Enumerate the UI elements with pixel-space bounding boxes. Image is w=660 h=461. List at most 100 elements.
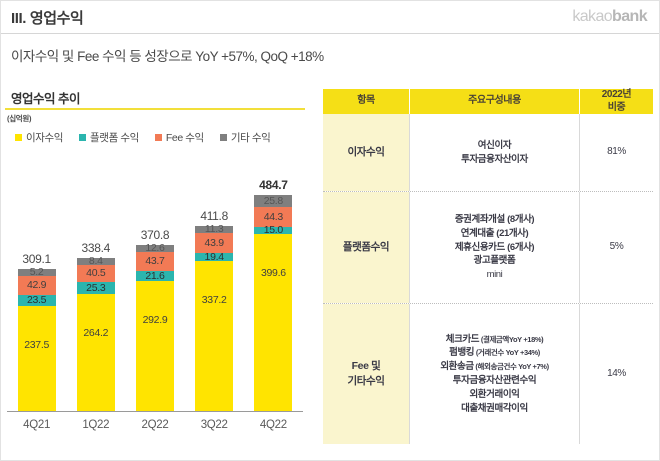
x-axis-tick-label: 4Q21	[23, 419, 51, 431]
legend-label: 이자수익	[26, 132, 64, 144]
bar-total-label: 370.8	[140, 227, 170, 242]
page-title: III. 영업수익	[11, 10, 84, 27]
legend-label: 기타 수익	[230, 132, 271, 144]
detail-line: 체크카드 (결제금액YoY +18%)	[440, 333, 548, 347]
bar-group: 309.1 5.2 42.9 23.5 237.5 338.4 8.4 40.5 25.3 264…	[7, 161, 303, 411]
x-axis-tick-label: 1Q22	[82, 419, 110, 431]
detail-main: 외환송금	[440, 361, 474, 373]
legend-item: 플랫폼 수익	[79, 130, 139, 145]
logo-text-kakao: kakao	[572, 8, 613, 25]
bar-segment: 21.6	[135, 271, 174, 281]
detail-line: 투자금융자산이자	[461, 153, 528, 165]
detail-line: 외환송금 (해외송금건수 YoY +7%)	[440, 360, 549, 374]
table-cell-category: 이자수익	[323, 114, 409, 191]
table-cell-category: 플랫폼수익	[323, 192, 409, 303]
detail-line: 외환거래이익	[440, 388, 548, 402]
kakaobank-logo: kakaobank	[572, 8, 647, 26]
detail-main: 외환거래이익	[469, 388, 520, 400]
detail-note: (거래건수 YoY +34%)	[474, 348, 540, 358]
chart-plot-area: 309.1 5.2 42.9 23.5 237.5 338.4 8.4 40.5 25.3 264…	[1, 154, 313, 439]
chart-unit-label: (십억원)	[7, 114, 32, 123]
bar-stack: 25.8 44.3 15.0 399.6	[254, 195, 293, 411]
legend-swatch-icon	[154, 134, 162, 141]
table-row: 이자수익 여신이자 투자금융자산이자 81%	[323, 114, 653, 192]
bar-segment: 25.3	[76, 282, 115, 294]
detail-line: 펌뱅킹 (거래건수 YoY +34%)	[440, 346, 548, 360]
detail-line: 여신이자	[477, 139, 512, 151]
detail-main: 체크카드	[445, 333, 480, 345]
bar-segment: 8.4	[76, 256, 115, 266]
table-header-item: 항목	[357, 95, 375, 107]
bar-segment: 40.5	[76, 264, 115, 283]
legend-swatch-icon	[79, 134, 87, 141]
bar-column: 309.1 5.2 42.9 23.5 237.5	[17, 252, 56, 411]
bar-segment: 237.5	[17, 305, 56, 411]
bar-segment: 42.9	[17, 276, 56, 296]
detail-line: 연계대출 (21개사)	[460, 227, 529, 239]
bar-segment-value: 399.6	[260, 266, 286, 279]
detail-line: 제휴신용카드 (6개사)	[454, 241, 535, 253]
legend-item: 기타 수익	[219, 130, 271, 145]
chart-panel: 영업수익 추이 (십억원) 이자수익 플랫폼 수익 Fee 수익 기타 수익 309.…	[1, 86, 313, 458]
bar-segment: 337.2	[195, 261, 234, 411]
legend-swatch-icon	[219, 134, 227, 141]
legend-item: Fee 수익	[154, 130, 204, 145]
detail-line: 대출채권매각이익	[440, 402, 548, 416]
x-axis-labels: 4Q21 1Q22 2Q22 3Q22 4Q22	[7, 415, 303, 435]
bar-segment-value: 237.5	[24, 338, 49, 351]
x-axis-tick-label: 4Q22	[259, 419, 287, 431]
bar-segment: 43.7	[135, 251, 174, 272]
bar-total-label: 411.8	[200, 209, 228, 224]
bar-segment: 23.5	[17, 295, 56, 306]
table-cell-details: 증권계좌개설 (8개사) 연계대출 (21개사) 제휴신용카드 (6개사) 광고플랫폼…	[409, 192, 579, 303]
legend-swatch-icon	[15, 134, 22, 141]
bar-segment-value: 337.2	[201, 294, 227, 307]
logo-text-bank: bank	[612, 8, 648, 25]
table-row: 플랫폼수익 증권계좌개설 (8개사) 연계대출 (21개사) 제휴신용카드 (6개사)…	[323, 192, 653, 304]
table-cell-share: 81%	[579, 114, 653, 191]
detail-main: 펌뱅킹	[449, 347, 475, 359]
bar-total-label: 309.1	[22, 252, 51, 267]
table-header-content: 주요구성내용	[409, 89, 579, 114]
bar-segment: 11.3	[195, 224, 234, 235]
legend-label: 플랫폼 수익	[90, 132, 139, 144]
bar-segment: 44.3	[254, 206, 293, 227]
bar-column: 411.8 11.3 43.9 19.4 337.2	[195, 209, 234, 411]
bar-total-label: 338.4	[81, 240, 111, 255]
detail-line: 투자금융자산관련수익	[440, 374, 548, 388]
x-axis-line	[7, 411, 303, 412]
bar-column: 484.7 25.8 44.3 15.0 399.6	[254, 178, 293, 411]
bar-segment: 43.9	[195, 233, 234, 253]
detail-note: (결제금액YoY +18%)	[479, 334, 544, 344]
detail-note: (해외송금건수 YoY +7%)	[473, 362, 549, 372]
slide-header: III. 영업수익 kakaobank	[1, 1, 659, 34]
table-body: 이자수익 여신이자 투자금융자산이자 81% 플랫폼수익 증권계좌개설 (8개사) 연계대출…	[323, 114, 653, 444]
detail-main: 투자금융자산관련수익	[452, 375, 537, 386]
composition-table: 항목 주요구성내용 2022년 비중 이자수익 여신이자 투자금융자산이자 81% 플랫…	[323, 89, 653, 444]
bar-segment: 264.2	[76, 293, 115, 411]
bar-stack: 5.2 42.9 23.5 237.5	[17, 267, 56, 411]
chart-section-title: 영업수익 추이	[11, 92, 80, 106]
share-year: 2022년	[601, 89, 632, 100]
table-cell-share: 14%	[579, 304, 653, 444]
bar-segment: 5.2	[17, 267, 56, 278]
category-line: 기타수익	[347, 375, 385, 387]
bar-segment: 15.0	[254, 225, 293, 235]
x-axis-tick-label: 3Q22	[200, 419, 228, 431]
category-line: Fee 및	[351, 359, 381, 372]
detail-line: 증권계좌개설 (8개사)	[454, 214, 535, 226]
bar-stack: 11.3 43.9 19.4 337.2	[195, 224, 234, 411]
bar-segment: 399.6	[254, 233, 293, 411]
bar-segment-value: 292.9	[142, 313, 168, 326]
detail-line: 광고플랫폼	[473, 255, 516, 267]
table-row: Fee 및 기타수익 체크카드 (결제금액YoY +18%) 펌뱅킹 (거래건수 Yo…	[323, 304, 653, 444]
legend-item: 이자수익	[15, 130, 63, 145]
detail-main: 대출채권매각이익	[461, 402, 528, 414]
table-header-share: 2022년 비중	[579, 89, 653, 114]
bar-column: 370.8 12.6 43.7 21.6 292.9	[135, 227, 174, 411]
bar-segment-value: 264.2	[83, 326, 109, 339]
bar-segment: 292.9	[135, 280, 174, 411]
section-underline	[5, 108, 305, 110]
